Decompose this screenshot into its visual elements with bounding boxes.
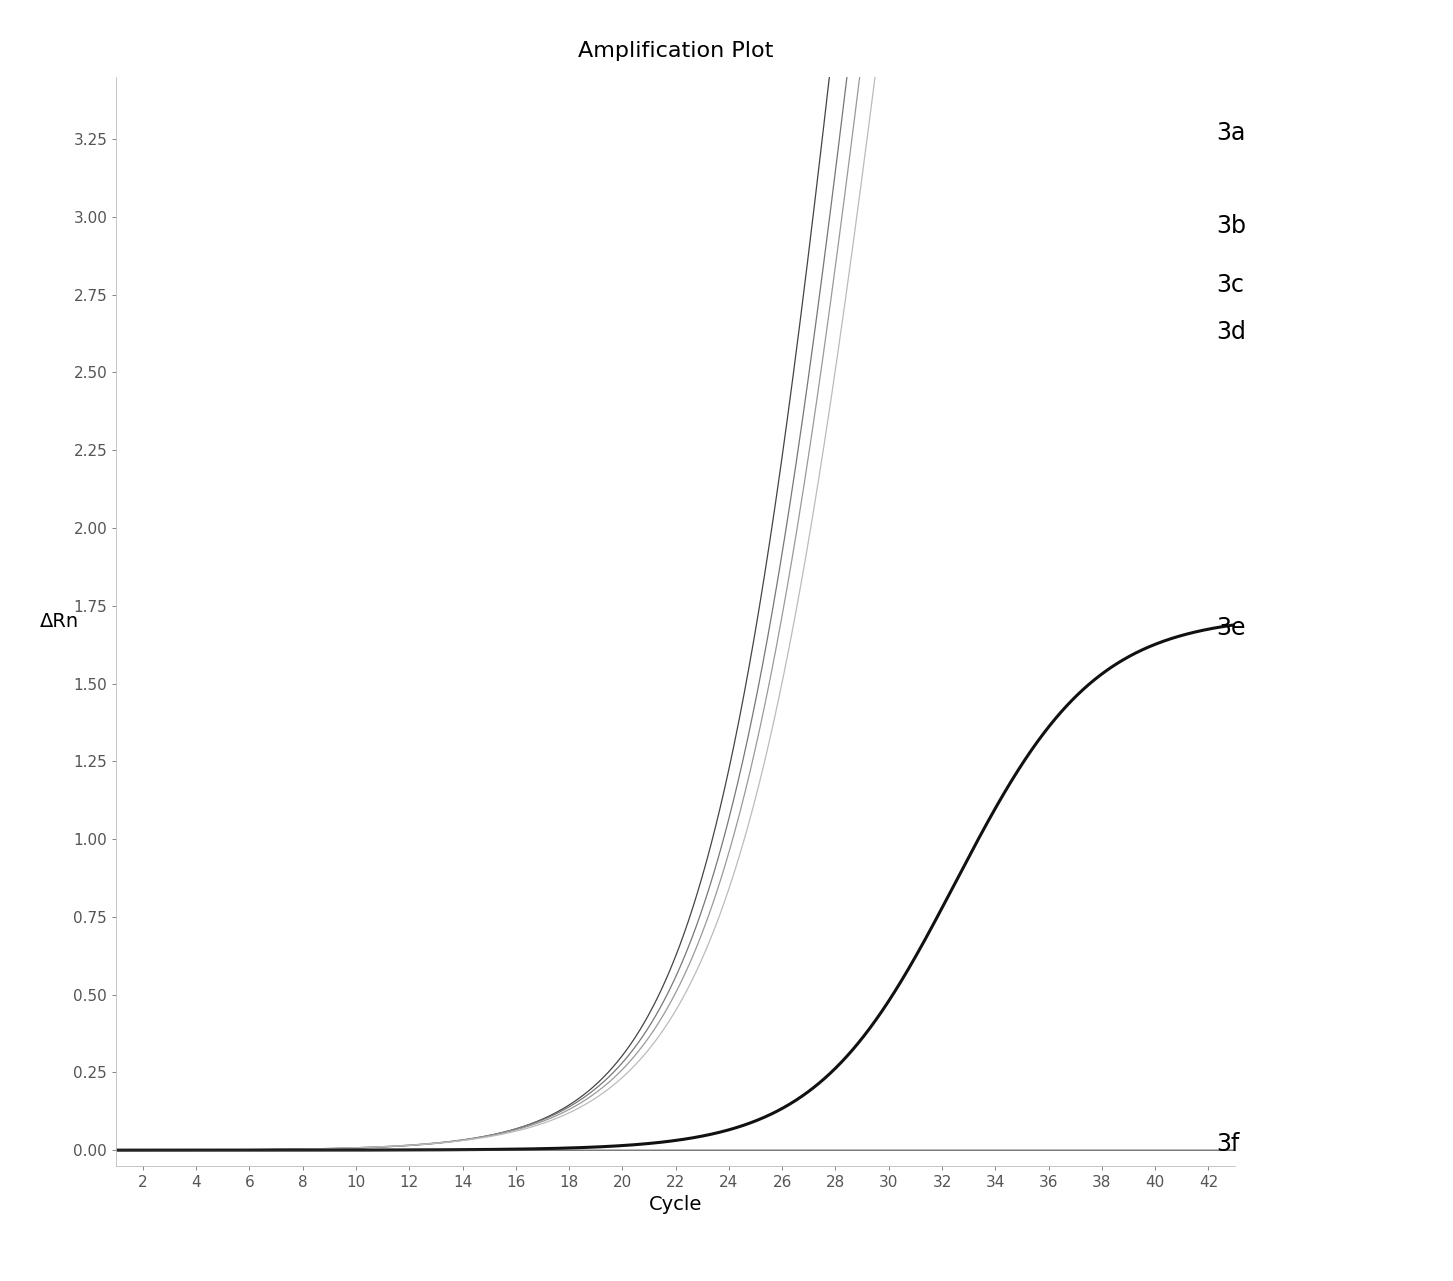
X-axis label: Cycle: Cycle <box>649 1195 702 1214</box>
Title: Amplification Plot: Amplification Plot <box>578 41 773 61</box>
Text: 3f: 3f <box>1216 1132 1239 1155</box>
Text: 3d: 3d <box>1216 320 1247 345</box>
Text: 3a: 3a <box>1216 120 1245 145</box>
Y-axis label: ΔRn: ΔRn <box>39 612 78 630</box>
Text: 3c: 3c <box>1216 273 1244 297</box>
Text: 3b: 3b <box>1216 214 1247 238</box>
Text: 3e: 3e <box>1216 615 1245 639</box>
